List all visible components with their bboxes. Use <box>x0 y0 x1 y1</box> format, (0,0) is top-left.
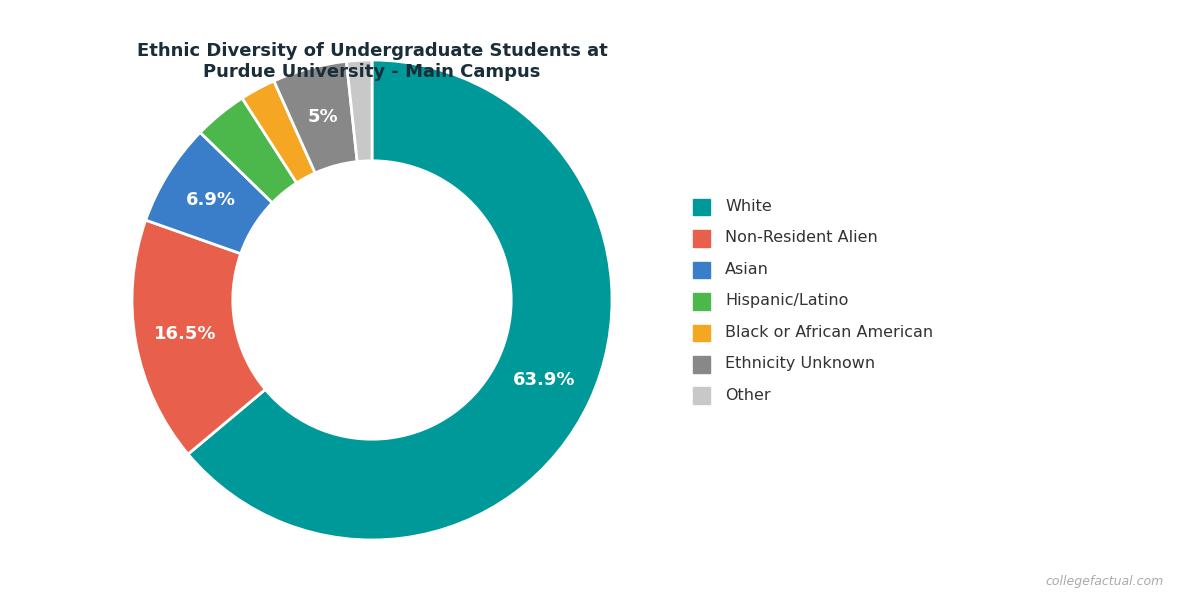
Text: 5%: 5% <box>307 108 338 126</box>
Text: 6.9%: 6.9% <box>186 191 236 209</box>
Text: 16.5%: 16.5% <box>154 325 217 343</box>
Text: Ethnic Diversity of Undergraduate Students at
Purdue University - Main Campus: Ethnic Diversity of Undergraduate Studen… <box>137 42 607 81</box>
Wedge shape <box>145 133 272 254</box>
Wedge shape <box>274 61 358 173</box>
Wedge shape <box>242 81 316 183</box>
Wedge shape <box>200 98 296 203</box>
Legend: White, Non-Resident Alien, Asian, Hispanic/Latino, Black or African American, Et: White, Non-Resident Alien, Asian, Hispan… <box>694 196 934 404</box>
Wedge shape <box>132 220 265 454</box>
Wedge shape <box>347 60 372 161</box>
Text: 63.9%: 63.9% <box>512 371 575 389</box>
Text: collegefactual.com: collegefactual.com <box>1045 575 1164 588</box>
Wedge shape <box>188 60 612 540</box>
